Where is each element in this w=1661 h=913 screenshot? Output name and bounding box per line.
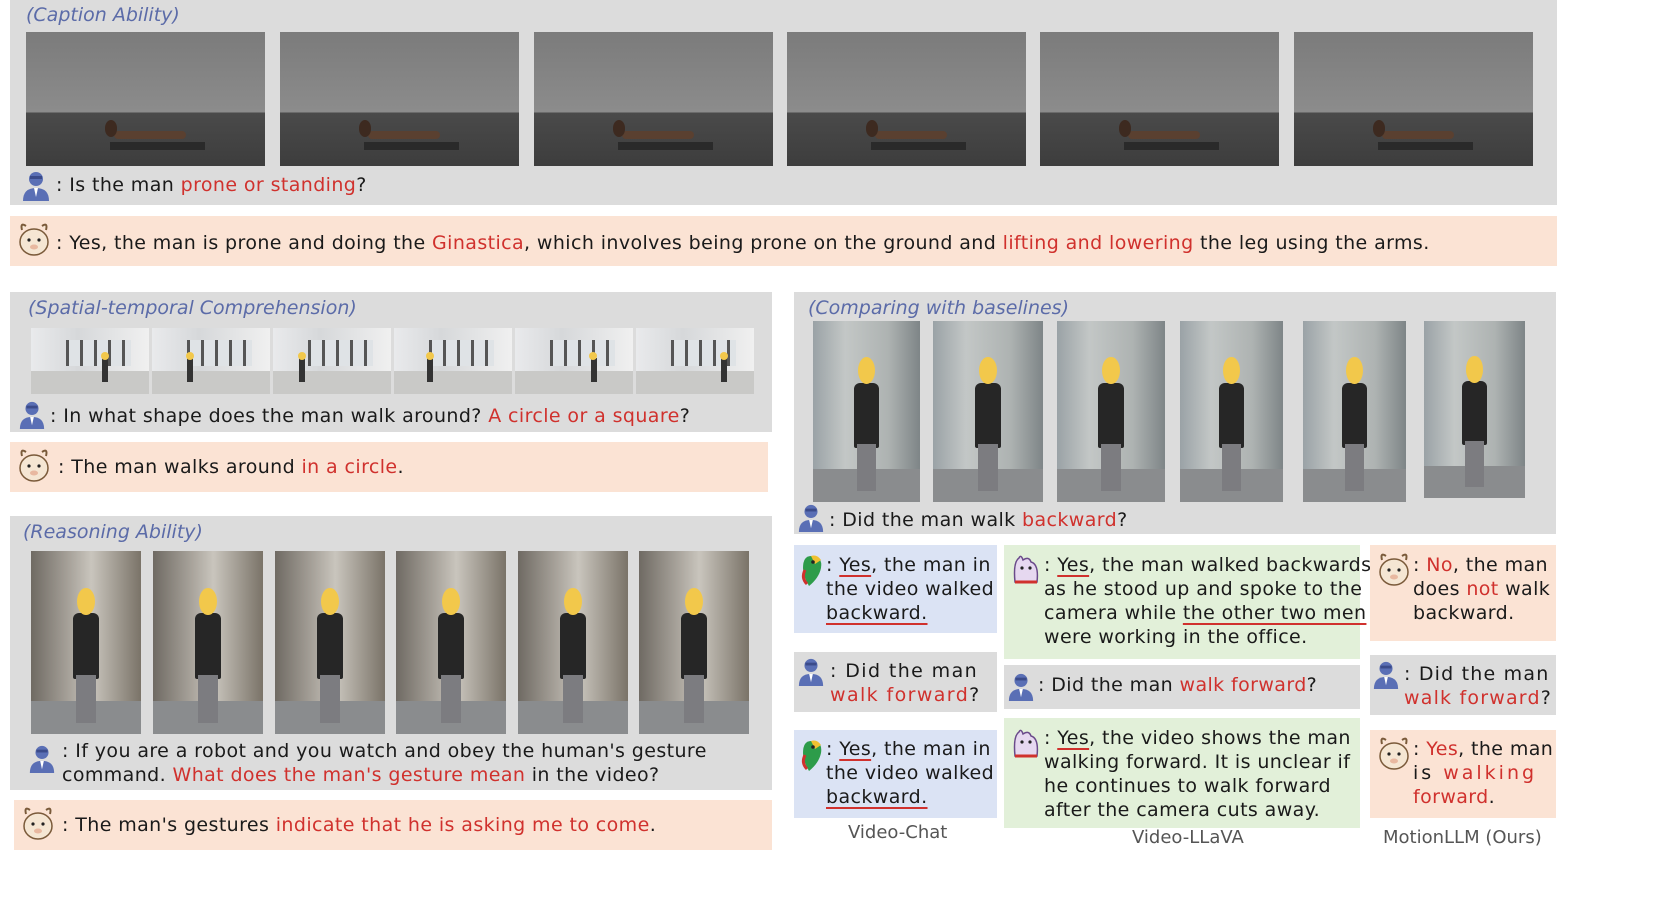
videollava-answer2-box	[1004, 718, 1360, 828]
videochat-question2: : Did the man walk forward?	[830, 660, 981, 706]
gesture-frame	[639, 551, 749, 734]
videochat-answer1-box	[794, 545, 997, 633]
llama-icon	[23, 807, 53, 840]
spatial-answer: : The man walks around in a circle.	[58, 456, 404, 478]
caption-answer: : Yes, the man is prone and doing the Gi…	[56, 232, 1430, 254]
reasoning-section-label: (Reasoning Ability)	[23, 521, 203, 543]
pushup-frame	[534, 32, 773, 166]
videochat-answer2: : Yes, the man in the video walked backw…	[826, 738, 995, 808]
walk-frame	[31, 328, 149, 394]
corridor-frame	[1180, 321, 1283, 502]
motionllm-answer1: : No, the man does not walk backward.	[1413, 554, 1551, 624]
llama-icon	[19, 449, 49, 482]
walk-frame	[152, 328, 270, 394]
caption-question: : Is the man prone or standing?	[56, 174, 367, 196]
parrot-icon	[801, 555, 822, 586]
comparing-section-label: (Comparing with baselines)	[808, 297, 1069, 319]
user-icon	[798, 658, 824, 686]
corridor-frame	[813, 321, 920, 502]
llama-icon	[1379, 737, 1409, 770]
motionllm-answer2: : Yes, the man is walking forward.	[1413, 738, 1554, 808]
llava-icon	[1013, 729, 1039, 758]
walk-frame	[273, 328, 391, 394]
llava-icon	[1013, 555, 1039, 584]
user-icon	[29, 745, 55, 773]
videochat-caption: Video-Chat	[848, 822, 948, 843]
user-icon	[19, 401, 45, 429]
reasoning-question-line2: command. What does the man's gesture mea…	[62, 764, 660, 786]
llama-icon	[19, 223, 49, 256]
pushup-frame	[787, 32, 1026, 166]
reasoning-answer: : The man's gestures indicate that he is…	[62, 814, 657, 836]
gesture-frame	[153, 551, 263, 734]
llama-icon	[1379, 553, 1409, 586]
caption-answer-box	[10, 216, 1557, 266]
caption-section-label: (Caption Ability)	[26, 4, 180, 26]
pushup-frame	[26, 32, 265, 166]
spatial-section-label: (Spatial-temporal Comprehension)	[28, 297, 357, 319]
corridor-frame	[933, 321, 1043, 502]
videollava-answer1-box	[1004, 545, 1360, 659]
walk-frame	[394, 328, 512, 394]
user-icon	[23, 172, 49, 201]
pushup-frame	[1294, 32, 1533, 166]
walk-frame	[636, 328, 754, 394]
pushup-frame	[280, 32, 519, 166]
videollava-answer1: : Yes, the man walked backwards as he st…	[1044, 554, 1372, 648]
videochat-answer2-box	[794, 730, 997, 818]
corridor-frame	[1057, 321, 1165, 502]
gesture-frame	[396, 551, 506, 734]
user-icon	[1008, 673, 1034, 701]
spatial-answer-box	[10, 442, 768, 492]
comparing-question: : Did the man walk backward?	[829, 509, 1128, 531]
videollava-question2-box	[1004, 665, 1360, 709]
pushup-frame	[1040, 32, 1279, 166]
videollava-caption: Video-LLaVA	[1132, 827, 1244, 848]
reasoning-question-line1: : If you are a robot and you watch and o…	[62, 740, 707, 762]
reasoning-answer-box	[14, 800, 772, 850]
parrot-icon	[801, 740, 822, 771]
walk-frame	[515, 328, 633, 394]
motionllm-question2-box	[1370, 655, 1556, 715]
videochat-question2-box	[794, 652, 997, 712]
gesture-frame	[518, 551, 628, 734]
motionllm-question2: : Did the man walk forward?	[1404, 663, 1553, 709]
spatial-question: : In what shape does the man walk around…	[50, 405, 691, 427]
videochat-answer1: : Yes, the man in the video walked backw…	[826, 554, 995, 624]
videollava-question2: : Did the man walk forward?	[1038, 674, 1318, 696]
videollava-answer2: : Yes, the video shows the man walking f…	[1044, 727, 1351, 821]
corridor-frame	[1303, 321, 1406, 502]
motionllm-caption: MotionLLM (Ours)	[1383, 827, 1542, 848]
user-icon	[1373, 661, 1399, 689]
user-icon	[798, 504, 824, 532]
gesture-frame	[275, 551, 385, 734]
corridor-frame	[1424, 321, 1525, 498]
gesture-frame	[31, 551, 141, 734]
